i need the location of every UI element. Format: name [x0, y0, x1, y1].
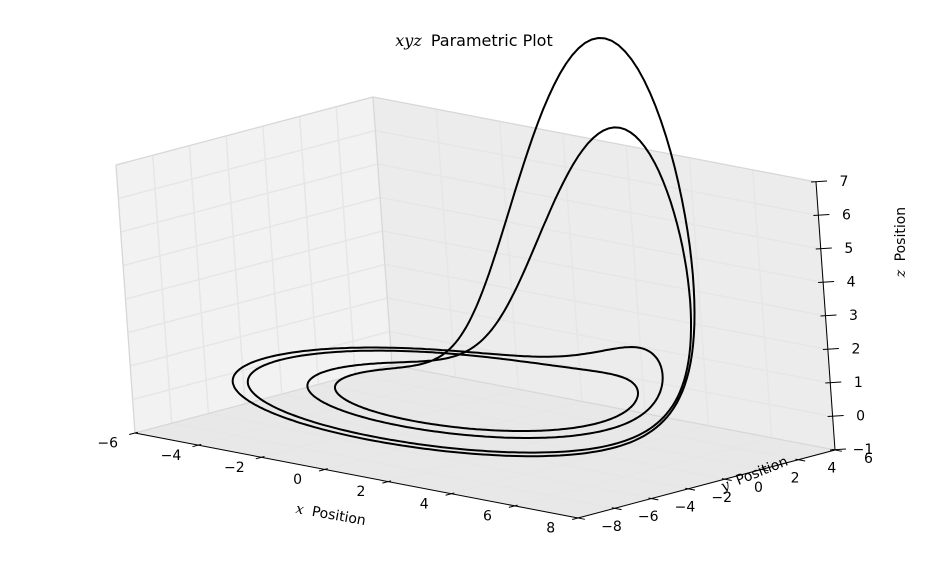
- grid-z-left: [122, 196, 381, 267]
- x-tick: [382, 480, 392, 484]
- x-tick: [255, 456, 265, 460]
- grid-y-floor: [318, 383, 762, 471]
- y-tick: [611, 507, 622, 511]
- z-tick: [818, 281, 835, 283]
- grid-z-left: [132, 330, 390, 401]
- grid-y-floor: [355, 373, 799, 461]
- z-axis-label-text: Position: [893, 207, 909, 262]
- grid-z-back: [379, 196, 824, 284]
- curve-layer: [231, 37, 696, 458]
- z-tick-label: 1: [854, 375, 863, 391]
- grid-z-left: [130, 297, 388, 367]
- z-tick-label: 7: [840, 174, 849, 190]
- x-tick-label: −6: [97, 436, 118, 452]
- x-tick: [318, 468, 328, 472]
- z-tick: [822, 348, 839, 350]
- z-tick-label: 6: [842, 208, 851, 224]
- x-axis-label: x Position: [294, 501, 367, 529]
- y-tick-label: 0: [754, 480, 763, 496]
- x-tick: [445, 492, 455, 496]
- grid-x-floor: [324, 400, 583, 471]
- z-axis-label: z Position: [893, 207, 909, 278]
- grid-x-floor: [451, 424, 709, 495]
- y-tick: [795, 458, 806, 462]
- y-tick-label: −4: [675, 500, 696, 516]
- z-tick-label: −1: [853, 442, 874, 458]
- x-tick-label: 8: [546, 521, 555, 537]
- y-tick-label: 4: [827, 461, 836, 477]
- back-left-edge: [372, 96, 393, 366]
- z-tick: [815, 247, 832, 250]
- grid-z-back: [382, 230, 826, 317]
- x-tick: [129, 431, 139, 436]
- grid-z-back: [375, 129, 819, 217]
- x-tick: [572, 516, 582, 521]
- x-tick: [508, 504, 518, 508]
- y-tick-label: −6: [638, 509, 659, 525]
- y-tick-label: −2: [711, 490, 732, 506]
- chart-title: xyz Parametric Plot: [395, 31, 552, 50]
- grid-z-back: [384, 263, 829, 351]
- z-tick: [813, 214, 830, 216]
- z-tick-label: 0: [856, 409, 865, 425]
- z-tick: [829, 448, 847, 451]
- z-tick-label: 2: [851, 342, 860, 358]
- grid-y-floor: [171, 422, 615, 510]
- grid-z-left: [120, 163, 378, 233]
- grid-x-floor: [514, 437, 772, 507]
- x-tick-label: 4: [420, 496, 429, 512]
- left-top-edge: [115, 96, 374, 166]
- back-bottom-edge: [391, 364, 836, 451]
- title-math: xyz: [395, 31, 422, 50]
- z-tick-label: 3: [849, 308, 858, 324]
- y-tick: [685, 487, 696, 491]
- x-tick-label: 0: [293, 472, 302, 488]
- z-tick-label: 5: [844, 241, 853, 257]
- x-tick: [192, 443, 202, 448]
- y-tick-label: −8: [601, 519, 622, 535]
- x-tick-label: 6: [483, 509, 492, 525]
- floor-pane: [135, 365, 835, 518]
- y-tick: [648, 497, 659, 501]
- tick-marks: [129, 180, 847, 521]
- grid-z-left: [125, 230, 383, 300]
- y-tick: [574, 516, 585, 520]
- y-axis-line: [577, 449, 836, 519]
- x-tick-label: 2: [356, 484, 365, 500]
- grid-z-back: [387, 297, 831, 384]
- z-tick: [825, 381, 842, 384]
- x-tick-label: −4: [161, 448, 182, 464]
- left-front-edge: [115, 164, 136, 434]
- x-axis-label-math: x: [294, 501, 305, 518]
- z-tick-label: 4: [847, 275, 856, 291]
- grid-y-floor: [245, 403, 689, 490]
- z-tick: [827, 415, 844, 417]
- grid-z-back: [377, 163, 821, 250]
- grid-z-left: [118, 129, 376, 200]
- back-top-edge: [372, 96, 817, 183]
- parametric-curve: [231, 37, 696, 458]
- grid-x-floor: [387, 412, 646, 483]
- y-tick: [758, 468, 769, 472]
- z-axis-label-math: z: [893, 269, 909, 278]
- grid-z-left: [127, 263, 386, 334]
- x-axis-line: [134, 432, 579, 519]
- y-tick-label: 6: [864, 451, 873, 467]
- z-tick: [810, 180, 828, 183]
- y-tick: [721, 478, 732, 481]
- x-tick-label: −2: [224, 460, 245, 476]
- grid-x-floor: [198, 376, 456, 446]
- z-tick: [820, 314, 837, 317]
- grid-y-floor: [208, 412, 652, 500]
- x-axis-label-text: Position: [311, 504, 367, 529]
- title-text: Parametric Plot: [431, 31, 553, 50]
- y-tick-label: 2: [791, 470, 800, 486]
